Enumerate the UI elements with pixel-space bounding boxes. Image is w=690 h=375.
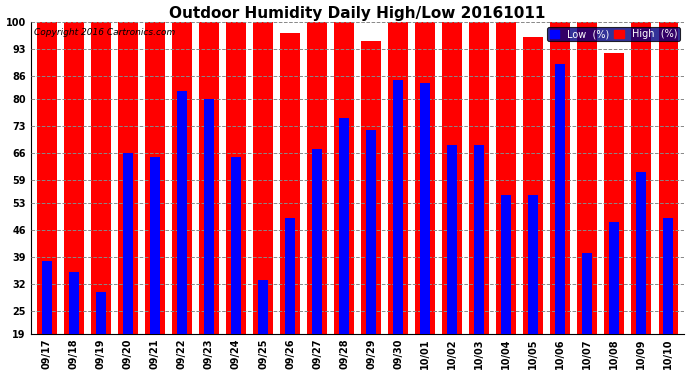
Bar (177, 91, 187, 334)
Bar (280, 33, 299, 334)
Bar (150, 157, 160, 334)
Bar (551, 22, 570, 334)
Bar (231, 157, 241, 334)
Bar (339, 118, 349, 334)
Bar (226, 22, 246, 334)
Bar (420, 83, 430, 334)
Bar (415, 22, 435, 334)
Bar (631, 22, 651, 334)
Bar (307, 22, 327, 334)
Bar (524, 37, 543, 334)
Bar (258, 280, 268, 334)
Bar (582, 253, 592, 334)
Bar (96, 291, 106, 334)
Bar (578, 22, 597, 334)
Title: Outdoor Humidity Daily High/Low 20161011: Outdoor Humidity Daily High/Low 20161011 (169, 6, 546, 21)
Bar (123, 153, 132, 334)
Bar (253, 22, 273, 334)
Bar (636, 172, 646, 334)
Bar (64, 22, 83, 334)
Bar (496, 22, 516, 334)
Bar (69, 272, 79, 334)
Bar (118, 22, 137, 334)
Bar (42, 261, 52, 334)
Bar (658, 22, 678, 334)
Bar (442, 22, 462, 334)
Bar (609, 222, 619, 334)
Bar (37, 22, 57, 334)
Bar (335, 22, 354, 334)
Bar (285, 218, 295, 334)
Bar (474, 145, 484, 334)
Bar (145, 22, 165, 334)
Bar (469, 22, 489, 334)
Bar (393, 80, 403, 334)
Bar (501, 195, 511, 334)
Bar (529, 195, 538, 334)
Bar (555, 64, 565, 334)
Legend: Low  (%), High  (%): Low (%), High (%) (547, 27, 680, 42)
Bar (604, 53, 624, 334)
Bar (366, 130, 376, 334)
Bar (199, 22, 219, 334)
Bar (362, 41, 381, 334)
Bar (447, 145, 457, 334)
Bar (91, 22, 110, 334)
Bar (172, 22, 192, 334)
Bar (204, 99, 214, 334)
Bar (312, 149, 322, 334)
Bar (388, 22, 408, 334)
Bar (663, 218, 673, 334)
Text: Copyright 2016 Cartronics.com: Copyright 2016 Cartronics.com (34, 28, 175, 37)
